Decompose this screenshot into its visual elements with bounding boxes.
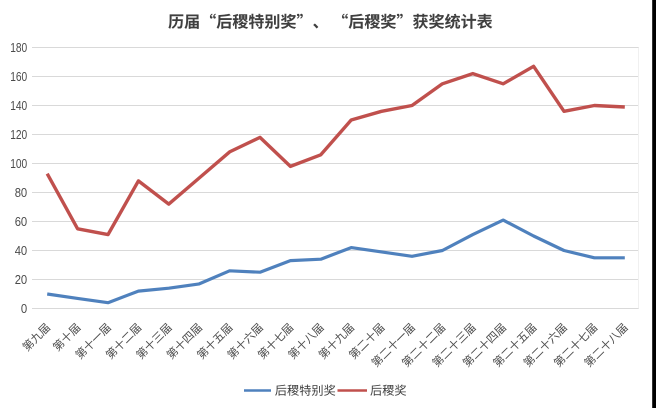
svg-text:140: 140 — [10, 98, 27, 113]
svg-text:0: 0 — [21, 301, 27, 316]
svg-text:60: 60 — [15, 214, 28, 229]
svg-text:100: 100 — [10, 156, 27, 171]
svg-text:180: 180 — [10, 40, 27, 55]
svg-text:80: 80 — [15, 185, 28, 200]
svg-text:120: 120 — [10, 127, 27, 142]
svg-text:160: 160 — [10, 69, 27, 84]
svg-text:20: 20 — [15, 272, 28, 287]
svg-text:40: 40 — [15, 243, 28, 258]
